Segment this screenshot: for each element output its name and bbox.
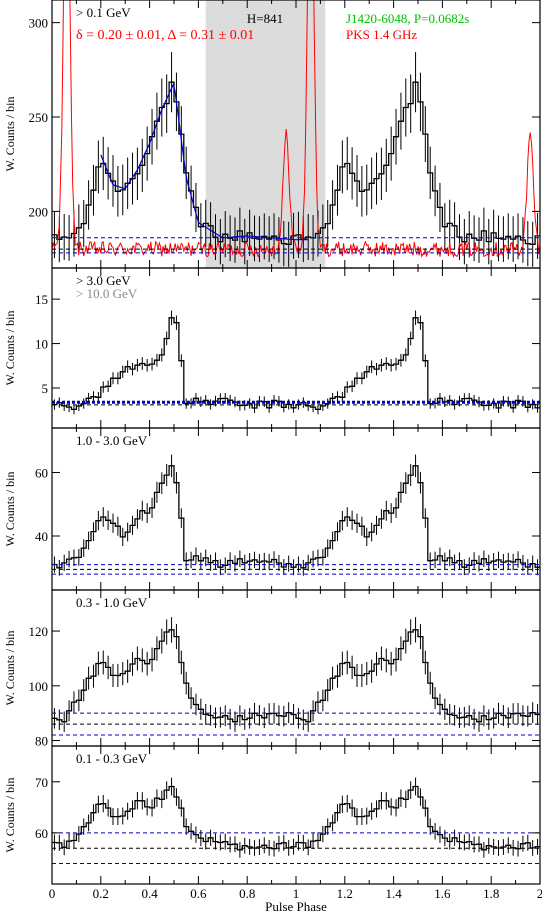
y-axis-label: W. Counts / bin bbox=[3, 778, 17, 853]
panel-5: 60 70 W. Counts / bin 0.1 - 0.3 GeV bbox=[3, 745, 541, 885]
y-tick-label: 60 bbox=[35, 465, 48, 480]
histogram-line bbox=[52, 785, 540, 851]
panels: 200 250 300 W. Counts / bin > 0.1 GeV H=841 J1… bbox=[3, 0, 541, 885]
histogram-line bbox=[52, 317, 540, 411]
y-axis-label: W. Counts / bin bbox=[3, 311, 17, 386]
y-tick-label: 100 bbox=[29, 679, 49, 694]
radio-label: PKS 1.4 GHz bbox=[346, 27, 417, 42]
y-axis-label: W. Counts / bin bbox=[3, 472, 17, 547]
histogram-line bbox=[52, 629, 540, 723]
y-axis-label: W. Counts / bin bbox=[3, 631, 17, 706]
y-tick-label: 300 bbox=[29, 16, 49, 31]
fit-curve bbox=[100, 82, 309, 241]
y-tick-label: 5 bbox=[42, 381, 49, 396]
y-tick-label: 10 bbox=[35, 337, 48, 352]
x-tick-label: 1 bbox=[293, 886, 300, 901]
x-tick-label: 0.2 bbox=[93, 886, 109, 901]
x-tick-label: 2 bbox=[537, 886, 542, 901]
band-label: > 3.0 GeV bbox=[76, 273, 131, 288]
x-tick-label: 1.2 bbox=[337, 886, 353, 901]
x-tick-label: 1.6 bbox=[434, 886, 451, 901]
panel-4: 80 100 120 W. Counts / bin 0.3 - 1.0 GeV bbox=[3, 589, 541, 749]
x-tick-label: 0 bbox=[49, 886, 56, 901]
x-tick-label: 1.8 bbox=[483, 886, 499, 901]
x-tick-label: 0.4 bbox=[141, 886, 158, 901]
error-bars bbox=[53, 454, 539, 576]
panel-3: 40 60 W. Counts / bin 1.0 - 3.0 GeV bbox=[3, 427, 541, 591]
y-tick-label: 60 bbox=[35, 826, 48, 841]
band-label: > 0.1 GeV bbox=[76, 5, 131, 20]
fit-params: δ = 0.20 ± 0.01, Δ = 0.31 ± 0.01 bbox=[76, 28, 254, 43]
h-test-label: H=841 bbox=[247, 11, 283, 26]
y-tick-label: 250 bbox=[29, 110, 49, 125]
y-tick-label: 200 bbox=[29, 204, 49, 219]
panel-2: 5 10 15 W. Counts / bin > 3.0 GeV> 10.0 GeV bbox=[3, 267, 541, 429]
panel-1: 200 250 300 W. Counts / bin > 0.1 GeV H=841 J1… bbox=[3, 0, 541, 269]
radio-profile bbox=[51, 0, 541, 258]
x-tick-label: 0.8 bbox=[239, 886, 255, 901]
histogram-line bbox=[52, 465, 540, 569]
y-tick-label: 40 bbox=[35, 529, 48, 544]
histogram-line bbox=[52, 81, 540, 245]
y-tick-label: 70 bbox=[35, 775, 48, 790]
y-tick-label: 120 bbox=[29, 624, 49, 639]
x-tick-label: 0.6 bbox=[190, 886, 207, 901]
band-label-secondary: > 10.0 GeV bbox=[76, 286, 138, 301]
y-tick-label: 80 bbox=[35, 734, 48, 749]
band-label: 0.1 - 0.3 GeV bbox=[76, 751, 148, 766]
x-axis: 0 0.2 0.4 0.6 0.8 1 1.2 1.4 1.6 1.8 2 bbox=[49, 886, 542, 901]
source-name: J1420-6048, P=0.0682s bbox=[346, 11, 469, 26]
panel-frame bbox=[51, 589, 541, 747]
y-tick-label: 15 bbox=[35, 292, 48, 307]
x-tick-label: 1.4 bbox=[385, 886, 402, 901]
band-label: 0.3 - 1.0 GeV bbox=[76, 595, 148, 610]
x-axis-label: Pulse Phase bbox=[265, 899, 327, 914]
y-axis-label: W. Counts / bin bbox=[3, 97, 17, 172]
band-label: 1.0 - 3.0 GeV bbox=[76, 433, 148, 448]
